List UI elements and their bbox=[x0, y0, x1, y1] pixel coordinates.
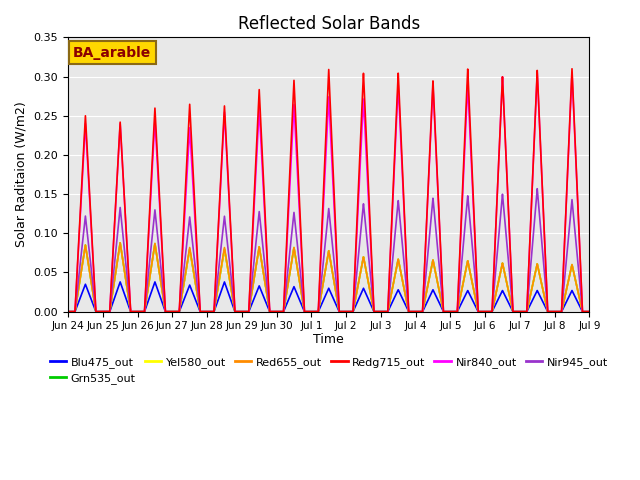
Nir945_out bbox=[401, 263, 408, 269]
Nir945_out bbox=[259, 247, 267, 252]
Nir945_out bbox=[170, 309, 178, 314]
Red655_out bbox=[64, 309, 72, 314]
Grn535_out bbox=[176, 307, 184, 312]
Nir840_out bbox=[586, 309, 593, 314]
Nir840_out bbox=[568, 70, 576, 75]
Yel580_out bbox=[475, 309, 483, 314]
Nir945_out bbox=[64, 309, 72, 314]
Grn535_out bbox=[116, 240, 124, 246]
Title: Reflected Solar Bands: Reflected Solar Bands bbox=[237, 15, 420, 33]
Line: Yel580_out: Yel580_out bbox=[68, 243, 589, 312]
Redg715_out bbox=[401, 211, 408, 217]
Nir945_out bbox=[584, 309, 591, 314]
Legend: Blu475_out, Grn535_out, Yel580_out, Red655_out, Redg715_out, Nir840_out, Nir945_: Blu475_out, Grn535_out, Yel580_out, Red6… bbox=[45, 352, 612, 388]
Blu475_out bbox=[64, 309, 72, 314]
Yel580_out bbox=[64, 309, 72, 314]
Blu475_out bbox=[259, 293, 267, 299]
Yel580_out bbox=[176, 307, 184, 312]
Red655_out bbox=[584, 309, 591, 314]
Red655_out bbox=[116, 240, 124, 246]
Yel580_out bbox=[584, 309, 591, 314]
Blu475_out bbox=[116, 279, 124, 285]
Nir840_out bbox=[584, 309, 591, 314]
Grn535_out bbox=[401, 288, 408, 293]
Nir840_out bbox=[64, 309, 72, 314]
Line: Nir945_out: Nir945_out bbox=[68, 189, 589, 312]
Yel580_out bbox=[259, 269, 267, 275]
X-axis label: Time: Time bbox=[314, 333, 344, 346]
Nir840_out bbox=[170, 309, 178, 314]
Nir840_out bbox=[401, 216, 408, 222]
Grn535_out bbox=[584, 309, 591, 314]
Red655_out bbox=[586, 309, 593, 314]
Redg715_out bbox=[259, 171, 267, 177]
Line: Redg715_out: Redg715_out bbox=[68, 69, 589, 312]
Redg715_out bbox=[586, 309, 593, 314]
Redg715_out bbox=[584, 309, 591, 314]
Redg715_out bbox=[475, 309, 483, 314]
Grn535_out bbox=[475, 309, 483, 314]
Yel580_out bbox=[586, 309, 593, 314]
Line: Blu475_out: Blu475_out bbox=[68, 282, 589, 312]
Nir840_out bbox=[176, 304, 184, 310]
Y-axis label: Solar Raditaion (W/m2): Solar Raditaion (W/m2) bbox=[15, 102, 28, 247]
Yel580_out bbox=[401, 288, 408, 293]
Yel580_out bbox=[170, 309, 178, 314]
Nir945_out bbox=[586, 309, 593, 314]
Grn535_out bbox=[259, 269, 267, 275]
Blu475_out bbox=[475, 309, 483, 314]
Grn535_out bbox=[586, 309, 593, 314]
Redg715_out bbox=[176, 303, 184, 309]
Blu475_out bbox=[584, 309, 591, 314]
Redg715_out bbox=[568, 66, 576, 72]
Grn535_out bbox=[170, 309, 178, 314]
Red655_out bbox=[259, 269, 267, 275]
Text: BA_arable: BA_arable bbox=[73, 46, 152, 60]
Line: Grn535_out: Grn535_out bbox=[68, 243, 589, 312]
Blu475_out bbox=[170, 309, 178, 314]
Nir840_out bbox=[259, 183, 267, 189]
Nir945_out bbox=[533, 186, 541, 192]
Redg715_out bbox=[170, 309, 178, 314]
Blu475_out bbox=[401, 300, 408, 306]
Grn535_out bbox=[64, 309, 72, 314]
Red655_out bbox=[475, 309, 483, 314]
Line: Red655_out: Red655_out bbox=[68, 243, 589, 312]
Red655_out bbox=[170, 309, 178, 314]
Red655_out bbox=[401, 288, 408, 293]
Nir945_out bbox=[176, 306, 184, 312]
Yel580_out bbox=[116, 240, 124, 246]
Line: Nir840_out: Nir840_out bbox=[68, 72, 589, 312]
Blu475_out bbox=[586, 309, 593, 314]
Blu475_out bbox=[176, 308, 184, 313]
Red655_out bbox=[176, 307, 184, 312]
Redg715_out bbox=[64, 309, 72, 314]
Nir840_out bbox=[475, 309, 483, 314]
Nir945_out bbox=[475, 309, 483, 314]
